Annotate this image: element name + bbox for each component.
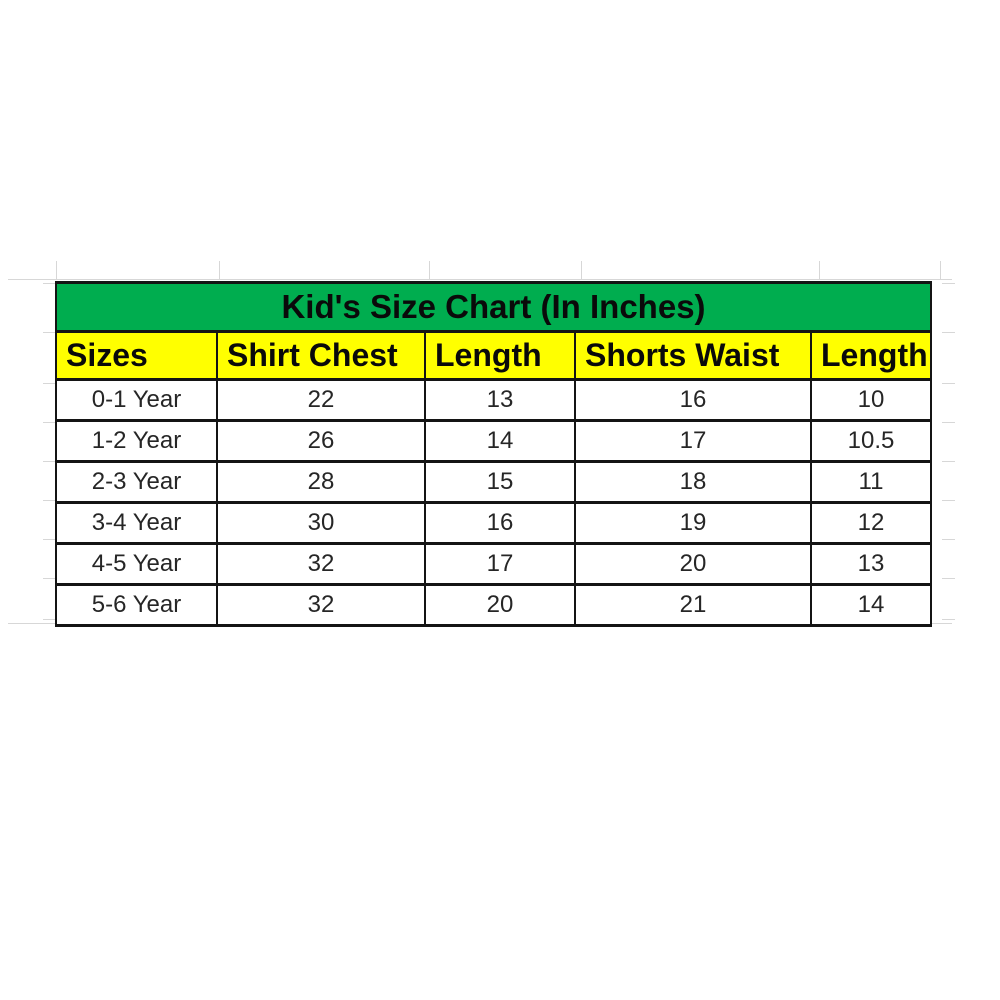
- table-title: Kid's Size Chart (In Inches): [55, 281, 932, 333]
- value-cell: 22: [216, 378, 426, 422]
- spreadsheet-gridline: [942, 461, 955, 462]
- value-cell: 26: [216, 419, 426, 463]
- value-cell: 17: [574, 419, 812, 463]
- value-cell: 16: [574, 378, 812, 422]
- value-cell: 30: [216, 501, 426, 545]
- value-cell: 32: [216, 542, 426, 586]
- size-cell: 1-2 Year: [55, 419, 218, 463]
- table-row: 0-1 Year 22 13 16 10: [55, 378, 932, 422]
- value-cell: 19: [574, 501, 812, 545]
- value-cell: 18: [574, 460, 812, 504]
- size-cell: 3-4 Year: [55, 501, 218, 545]
- value-cell: 17: [424, 542, 576, 586]
- spreadsheet-gridline: [940, 261, 941, 279]
- spreadsheet-gridline: [942, 332, 955, 333]
- value-cell: 12: [810, 501, 932, 545]
- value-cell: 32: [216, 583, 426, 627]
- value-cell: 28: [216, 460, 426, 504]
- value-cell: 13: [810, 542, 932, 586]
- column-header-shirt-length: Length: [424, 330, 576, 381]
- spreadsheet-gridline: [43, 500, 56, 501]
- spreadsheet-gridline: [942, 283, 955, 284]
- value-cell: 20: [574, 542, 812, 586]
- spreadsheet-gridline: [43, 578, 56, 579]
- spreadsheet-gridline: [219, 261, 220, 279]
- column-header-shirt-chest: Shirt Chest: [216, 330, 426, 381]
- spreadsheet-gridline: [942, 500, 955, 501]
- column-header-shorts-waist: Shorts Waist: [574, 330, 812, 381]
- table-row: 2-3 Year 28 15 18 11: [55, 460, 932, 504]
- size-cell: 0-1 Year: [55, 378, 218, 422]
- size-chart-table: Kid's Size Chart (In Inches) Sizes Shirt…: [55, 281, 932, 627]
- spreadsheet-gridline: [581, 261, 582, 279]
- table-body: 0-1 Year 22 13 16 10 1-2 Year 26 14 17 1…: [55, 378, 932, 627]
- spreadsheet-gridline: [942, 578, 955, 579]
- value-cell: 21: [574, 583, 812, 627]
- value-cell: 16: [424, 501, 576, 545]
- spreadsheet-gridline: [942, 422, 955, 423]
- size-cell: 4-5 Year: [55, 542, 218, 586]
- column-header-shorts-length: Length: [810, 330, 932, 381]
- table-row: 3-4 Year 30 16 19 12: [55, 501, 932, 545]
- table-row: 5-6 Year 32 20 21 14: [55, 583, 932, 627]
- spreadsheet-gridline: [429, 261, 430, 279]
- value-cell: 14: [810, 583, 932, 627]
- value-cell: 13: [424, 378, 576, 422]
- value-cell: 14: [424, 419, 576, 463]
- spreadsheet-gridline: [942, 539, 955, 540]
- spreadsheet-gridline: [43, 332, 56, 333]
- spreadsheet-gridline: [43, 283, 56, 284]
- value-cell: 10: [810, 378, 932, 422]
- table-row: 4-5 Year 32 17 20 13: [55, 542, 932, 586]
- spreadsheet-gridline: [43, 422, 56, 423]
- spreadsheet-gridline: [942, 383, 955, 384]
- spreadsheet-gridline: [56, 261, 57, 279]
- value-cell: 11: [810, 460, 932, 504]
- title-row: Kid's Size Chart (In Inches): [55, 281, 932, 333]
- spreadsheet-gridline: [8, 279, 952, 280]
- value-cell: 20: [424, 583, 576, 627]
- size-cell: 2-3 Year: [55, 460, 218, 504]
- spreadsheet-gridline: [43, 461, 56, 462]
- value-cell: 10.5: [810, 419, 932, 463]
- column-header-sizes: Sizes: [55, 330, 218, 381]
- spreadsheet-gridline: [43, 619, 56, 620]
- column-header-row: Sizes Shirt Chest Length Shorts Waist Le…: [55, 330, 932, 381]
- spreadsheet-gridline: [43, 383, 56, 384]
- value-cell: 15: [424, 460, 576, 504]
- size-cell: 5-6 Year: [55, 583, 218, 627]
- spreadsheet-gridline: [942, 619, 955, 620]
- spreadsheet-gridline: [43, 539, 56, 540]
- table-row: 1-2 Year 26 14 17 10.5: [55, 419, 932, 463]
- spreadsheet-gridline: [819, 261, 820, 279]
